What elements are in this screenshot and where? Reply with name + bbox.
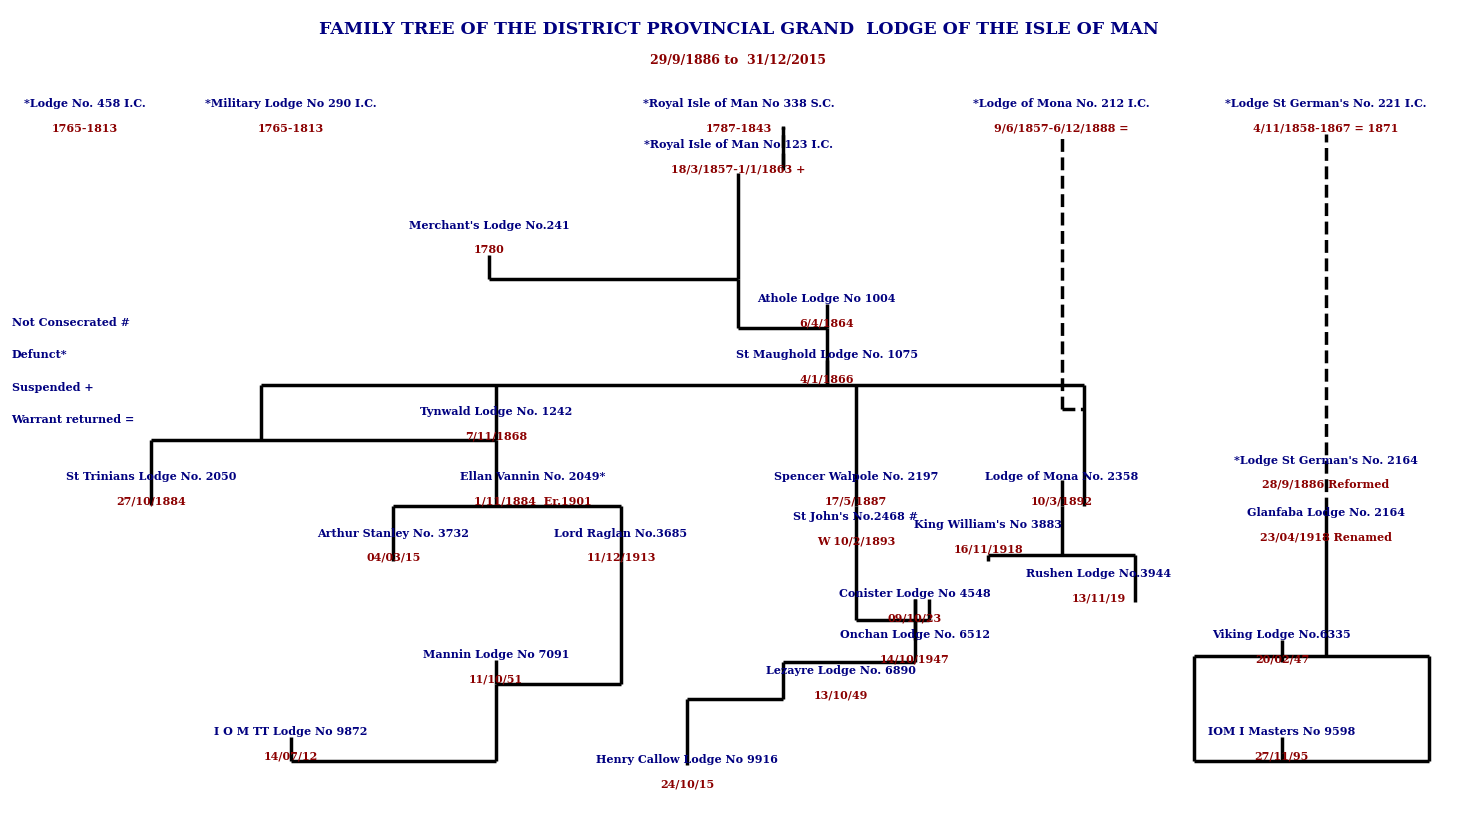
Text: 1765-1813: 1765-1813 <box>257 123 323 133</box>
Text: 13/11/19: 13/11/19 <box>1071 592 1125 604</box>
Text: 16/11/1918: 16/11/1918 <box>953 544 1024 555</box>
Text: *Lodge St German's No. 2164: *Lodge St German's No. 2164 <box>1233 455 1418 465</box>
Text: FAMILY TREE OF THE DISTRICT PROVINCIAL GRAND  LODGE OF THE ISLE OF MAN: FAMILY TREE OF THE DISTRICT PROVINCIAL G… <box>319 21 1158 38</box>
Text: *Lodge of Mona No. 212 I.C.: *Lodge of Mona No. 212 I.C. <box>973 98 1151 110</box>
Text: Conister Lodge No 4548: Conister Lodge No 4548 <box>839 588 991 600</box>
Text: 18/3/1857-1/1/1863 +: 18/3/1857-1/1/1863 + <box>672 164 805 174</box>
Text: 11/10/51: 11/10/51 <box>470 673 523 685</box>
Text: Henry Callow Lodge No 9916: Henry Callow Lodge No 9916 <box>597 754 778 766</box>
Text: 14/07/12: 14/07/12 <box>263 750 318 762</box>
Text: St Trinians Lodge No. 2050: St Trinians Lodge No. 2050 <box>66 471 236 482</box>
Text: Lezayre Lodge No. 6890: Lezayre Lodge No. 6890 <box>767 665 916 676</box>
Text: Arthur Stanley No. 3732: Arthur Stanley No. 3732 <box>318 528 470 538</box>
Text: 14/10/1947: 14/10/1947 <box>880 653 950 664</box>
Text: 04/03/15: 04/03/15 <box>366 552 421 563</box>
Text: 10/3/1892: 10/3/1892 <box>1031 495 1093 506</box>
Text: I O M TT Lodge No 9872: I O M TT Lodge No 9872 <box>214 726 368 737</box>
Text: *Lodge St German's No. 221 I.C.: *Lodge St German's No. 221 I.C. <box>1226 98 1427 110</box>
Text: Warrant returned =: Warrant returned = <box>12 414 134 425</box>
Text: 13/10/49: 13/10/49 <box>814 690 868 700</box>
Text: Spencer Walpole No. 2197: Spencer Walpole No. 2197 <box>774 471 938 482</box>
Text: 4/1/1866: 4/1/1866 <box>799 374 854 384</box>
Text: 1765-1813: 1765-1813 <box>52 123 118 133</box>
Text: *Royal Isle of Man No 338 S.C.: *Royal Isle of Man No 338 S.C. <box>642 98 835 110</box>
Text: Suspended +: Suspended + <box>12 382 93 393</box>
Text: Ellan Vannin No. 2049*: Ellan Vannin No. 2049* <box>461 471 606 482</box>
Text: 1780: 1780 <box>474 244 504 255</box>
Text: 09/10/23: 09/10/23 <box>888 613 942 623</box>
Text: 17/5/1887: 17/5/1887 <box>824 495 888 506</box>
Text: 24/10/15: 24/10/15 <box>660 779 715 789</box>
Text: *Lodge No. 458 I.C.: *Lodge No. 458 I.C. <box>24 98 146 110</box>
Text: 6/4/1864: 6/4/1864 <box>799 317 854 328</box>
Text: 27/10/1884: 27/10/1884 <box>117 495 186 506</box>
Text: W 10/2/1893: W 10/2/1893 <box>817 536 895 546</box>
Text: 28/9/1886 Reformed: 28/9/1886 Reformed <box>1263 479 1390 490</box>
Text: Viking Lodge No.6335: Viking Lodge No.6335 <box>1213 629 1351 640</box>
Text: Lodge of Mona No. 2358: Lodge of Mona No. 2358 <box>985 471 1139 482</box>
Text: 7/11/1868: 7/11/1868 <box>465 430 527 442</box>
Text: Glanfaba Lodge No. 2164: Glanfaba Lodge No. 2164 <box>1247 507 1405 519</box>
Text: 27/11/95: 27/11/95 <box>1255 750 1309 762</box>
Text: 4/11/1858-1867 = 1871: 4/11/1858-1867 = 1871 <box>1254 123 1399 133</box>
Text: 1/11/1884  Er.1901: 1/11/1884 Er.1901 <box>474 495 592 506</box>
Text: Mannin Lodge No 7091: Mannin Lodge No 7091 <box>422 649 569 660</box>
Text: 11/12/1913: 11/12/1913 <box>586 552 656 563</box>
Text: Merchant's Lodge No.241: Merchant's Lodge No.241 <box>409 220 569 231</box>
Text: Defunct*: Defunct* <box>12 349 66 361</box>
Text: 29/9/1886 to  31/12/2015: 29/9/1886 to 31/12/2015 <box>650 54 827 67</box>
Text: Lord Raglan No.3685: Lord Raglan No.3685 <box>554 528 688 538</box>
Text: Not Consecrated #: Not Consecrated # <box>12 317 130 328</box>
Text: Tynwald Lodge No. 1242: Tynwald Lodge No. 1242 <box>419 406 572 417</box>
Text: Rushen Lodge No.3944: Rushen Lodge No.3944 <box>1025 568 1171 579</box>
Text: 9/6/1857-6/12/1888 =: 9/6/1857-6/12/1888 = <box>994 123 1128 133</box>
Text: 23/04/1918 Renamed: 23/04/1918 Renamed <box>1260 532 1391 542</box>
Text: *Royal Isle of Man No 123 I.C.: *Royal Isle of Man No 123 I.C. <box>644 139 833 150</box>
Text: *Military Lodge No 290 I.C.: *Military Lodge No 290 I.C. <box>205 98 377 110</box>
Text: King William's No 3883: King William's No 3883 <box>914 519 1062 530</box>
Text: 20/02/47: 20/02/47 <box>1255 653 1309 664</box>
Text: St John's No.2468 #: St John's No.2468 # <box>793 511 919 523</box>
Text: Athole Lodge No 1004: Athole Lodge No 1004 <box>758 293 897 303</box>
Text: Onchan Lodge No. 6512: Onchan Lodge No. 6512 <box>840 629 990 640</box>
Text: 1787-1843: 1787-1843 <box>706 123 771 133</box>
Text: St Maughold Lodge No. 1075: St Maughold Lodge No. 1075 <box>736 349 917 361</box>
Text: IOM I Masters No 9598: IOM I Masters No 9598 <box>1208 726 1356 737</box>
